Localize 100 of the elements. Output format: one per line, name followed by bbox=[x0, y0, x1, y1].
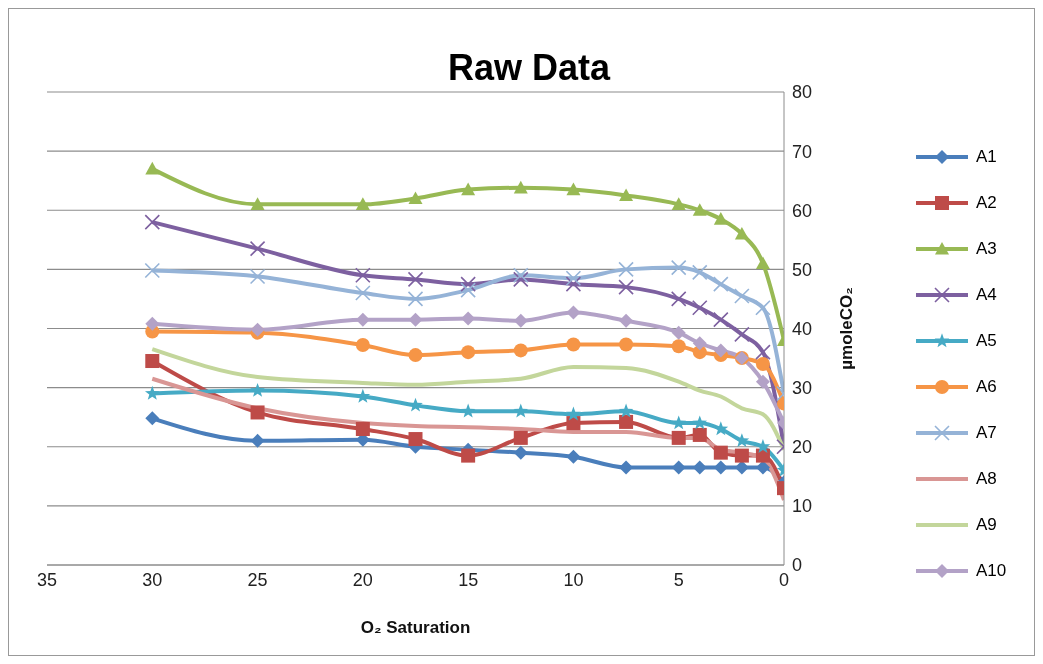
point bbox=[144, 262, 161, 279]
point bbox=[566, 337, 581, 352]
point bbox=[566, 182, 581, 196]
y-tick-label: 30 bbox=[792, 378, 813, 399]
point bbox=[355, 197, 370, 210]
legend-label: A10 bbox=[976, 561, 1007, 581]
legend-label: A8 bbox=[976, 469, 997, 489]
line-series bbox=[150, 347, 784, 452]
point bbox=[250, 405, 265, 420]
point bbox=[619, 188, 634, 202]
point bbox=[713, 343, 728, 358]
point bbox=[355, 422, 370, 437]
point bbox=[249, 240, 266, 257]
legend-label: A4 bbox=[976, 285, 997, 305]
point bbox=[692, 336, 707, 351]
legend-label: A6 bbox=[976, 377, 997, 397]
point bbox=[460, 282, 476, 298]
y-tick-label: 70 bbox=[792, 141, 813, 162]
point bbox=[619, 460, 634, 475]
point bbox=[408, 191, 423, 205]
point bbox=[250, 382, 265, 397]
point bbox=[565, 270, 582, 287]
legend-label: A2 bbox=[976, 193, 997, 213]
y-tick-label: 50 bbox=[792, 259, 813, 280]
point bbox=[670, 291, 687, 307]
point bbox=[713, 445, 728, 460]
point bbox=[566, 449, 581, 464]
y-tick-label: 40 bbox=[792, 318, 813, 339]
legend-label: A5 bbox=[976, 331, 997, 351]
point bbox=[513, 343, 528, 358]
legend-label: A1 bbox=[976, 147, 997, 167]
point bbox=[670, 259, 687, 276]
y-tick-label: 20 bbox=[792, 437, 813, 458]
point bbox=[144, 214, 161, 230]
x-tick-label: 25 bbox=[247, 569, 268, 590]
y-tick-label: 60 bbox=[792, 200, 813, 221]
point bbox=[713, 276, 729, 292]
point bbox=[671, 197, 686, 210]
point bbox=[250, 433, 265, 448]
point bbox=[566, 406, 581, 421]
point bbox=[407, 291, 424, 307]
line-series bbox=[150, 376, 784, 502]
point bbox=[250, 197, 265, 210]
point bbox=[734, 326, 750, 343]
point bbox=[692, 460, 707, 475]
point bbox=[734, 288, 750, 304]
point bbox=[618, 403, 634, 418]
y-tick-label: 0 bbox=[792, 555, 803, 576]
point bbox=[513, 180, 528, 194]
x-tick-label: 5 bbox=[673, 569, 684, 590]
point bbox=[512, 267, 529, 284]
point bbox=[355, 285, 371, 301]
point bbox=[407, 271, 424, 288]
point bbox=[671, 325, 686, 340]
point bbox=[755, 374, 770, 389]
point bbox=[566, 305, 581, 320]
point bbox=[513, 313, 528, 328]
point bbox=[355, 267, 371, 284]
point bbox=[355, 338, 370, 353]
x-tick-label: 10 bbox=[563, 569, 584, 590]
point bbox=[755, 256, 770, 270]
point bbox=[145, 161, 160, 175]
x-tick-label: 35 bbox=[36, 569, 58, 590]
legend-label: A3 bbox=[976, 239, 997, 259]
point bbox=[692, 203, 707, 216]
x-tick-label: 15 bbox=[458, 569, 479, 590]
point bbox=[408, 432, 423, 447]
x-tick-label: 20 bbox=[352, 569, 373, 590]
point bbox=[755, 356, 770, 371]
point bbox=[513, 445, 528, 460]
point bbox=[145, 316, 160, 331]
point bbox=[734, 226, 749, 240]
point bbox=[408, 397, 423, 412]
point bbox=[512, 271, 529, 288]
point bbox=[461, 448, 476, 463]
point bbox=[755, 344, 771, 360]
point bbox=[619, 313, 634, 328]
point bbox=[734, 433, 750, 448]
point bbox=[671, 339, 686, 354]
point bbox=[513, 430, 528, 445]
point bbox=[408, 312, 423, 327]
point bbox=[565, 276, 582, 292]
point bbox=[713, 212, 728, 225]
x-tick-label: 0 bbox=[778, 569, 790, 590]
point bbox=[145, 411, 160, 426]
point bbox=[408, 348, 423, 363]
point bbox=[145, 354, 160, 369]
point bbox=[692, 427, 707, 442]
x-axis-title: O₂ Saturation bbox=[360, 618, 471, 637]
point bbox=[691, 300, 708, 316]
point bbox=[619, 337, 634, 352]
point bbox=[692, 415, 708, 430]
point bbox=[460, 403, 476, 418]
point bbox=[461, 311, 476, 326]
point bbox=[691, 264, 708, 281]
point bbox=[755, 460, 770, 475]
point bbox=[713, 460, 728, 475]
point bbox=[460, 276, 476, 292]
point bbox=[755, 300, 771, 316]
chart-title: Raw Data bbox=[447, 47, 611, 88]
